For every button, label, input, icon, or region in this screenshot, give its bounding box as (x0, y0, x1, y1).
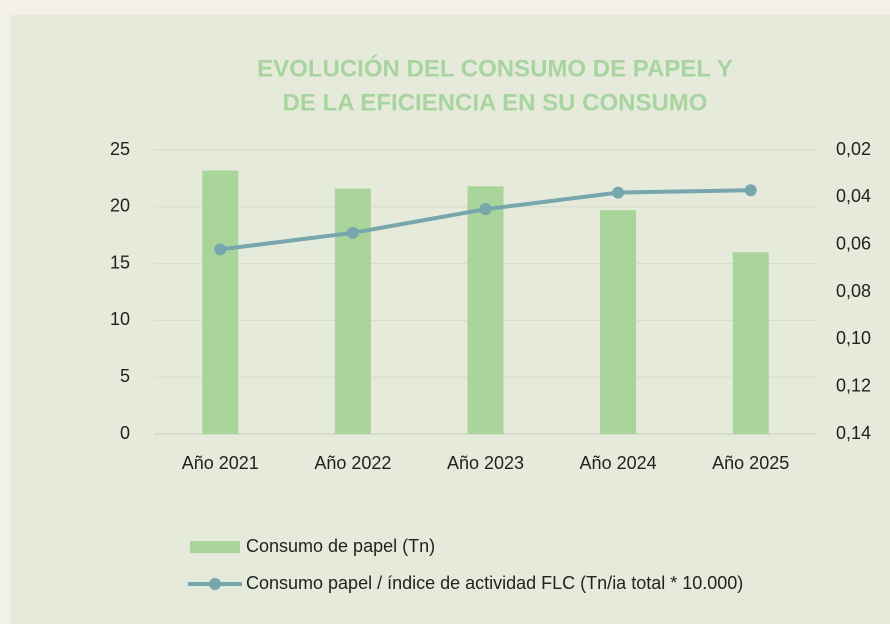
y-tick-label: 25 (110, 139, 130, 159)
x-tick-label: Año 2024 (580, 453, 657, 473)
x-tick-label: Año 2023 (447, 453, 524, 473)
y2-tick-label: 0,02 (836, 139, 871, 159)
y-tick-label: 0 (120, 423, 130, 443)
chart-title: EVOLUCIÓN DEL CONSUMO DE PAPEL Y (257, 54, 733, 82)
bar (467, 186, 504, 434)
bar (202, 170, 239, 434)
y2-tick-label: 0,14 (836, 423, 871, 443)
x-tick-label: Año 2021 (182, 453, 259, 473)
y-tick-label: 15 (110, 252, 130, 272)
y-tick-label: 20 (110, 196, 130, 216)
line-marker (479, 203, 492, 216)
bar (334, 188, 371, 434)
legend-label: Consumo papel / índice de actividad FLC … (246, 573, 743, 593)
line-marker (214, 243, 227, 256)
x-tick-label: Año 2025 (712, 453, 789, 473)
legend-swatch (190, 541, 240, 553)
chart-title: DE LA EFICIENCIA EN SU CONSUMO (283, 89, 708, 116)
line-marker (612, 186, 625, 199)
y2-tick-label: 0,06 (836, 233, 871, 253)
y2-tick-label: 0,10 (836, 328, 871, 348)
bar (732, 252, 769, 434)
y2-tick-label: 0,08 (836, 281, 871, 301)
y-tick-label: 5 (120, 366, 130, 386)
y2-tick-label: 0,04 (836, 186, 871, 206)
y-tick-label: 10 (110, 309, 130, 329)
x-tick-label: Año 2022 (314, 453, 391, 473)
bar (600, 210, 637, 434)
y2-tick-label: 0,12 (836, 375, 871, 395)
line-marker (744, 184, 757, 197)
legend-label: Consumo de papel (Tn) (246, 536, 435, 556)
legend-marker (209, 578, 221, 590)
line-marker (346, 226, 359, 239)
